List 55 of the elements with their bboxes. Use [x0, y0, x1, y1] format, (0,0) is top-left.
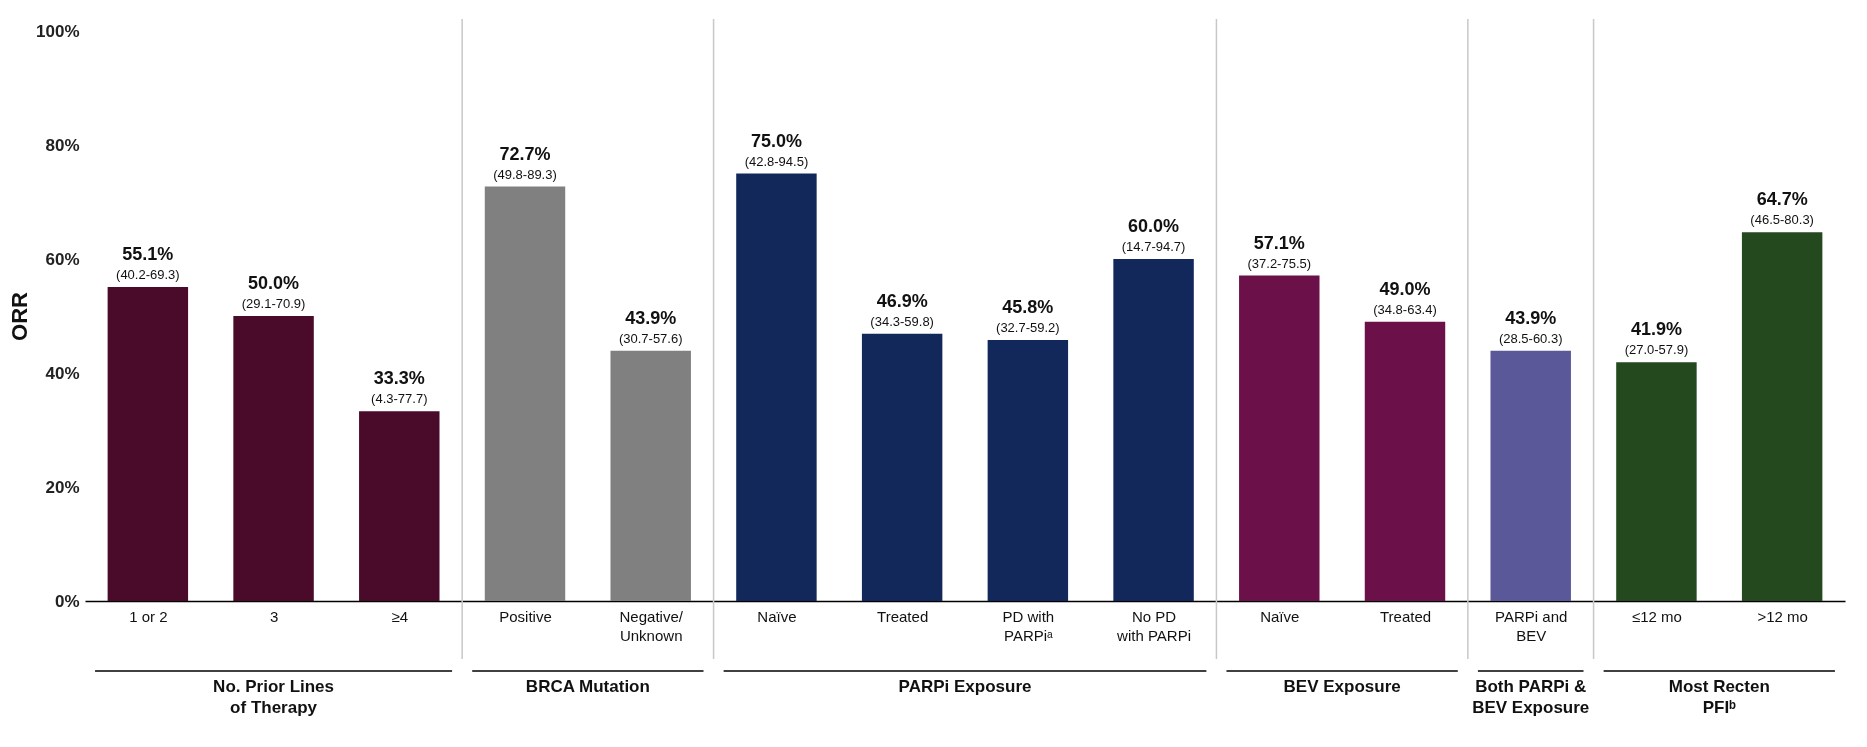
- bar: [987, 339, 1069, 601]
- bar: [1741, 232, 1823, 601]
- x-tick-label: ≥4: [391, 607, 409, 625]
- bar: [233, 316, 314, 601]
- text: 33.3% (4.3-77.7): [371, 368, 428, 407]
- y-tick-label: 80%: [45, 135, 80, 155]
- text: Most Recten PFIᵇ: [1668, 677, 1770, 717]
- x-tick-label: PARPi and BEV: [1495, 607, 1568, 644]
- text: 60.0% (14.7-94.7): [1121, 216, 1186, 254]
- y-tick-label: 0%: [54, 591, 80, 611]
- bar: [861, 333, 943, 601]
- y-tick-label: 100%: [36, 21, 80, 41]
- x-tick-label: 3: [269, 607, 279, 625]
- y-tick-label: 40%: [45, 363, 80, 383]
- text: BEV Exposure: [1283, 677, 1401, 696]
- bar: [1616, 362, 1697, 601]
- bar: [1239, 275, 1320, 601]
- text: 57.1% (37.2-75.5): [1247, 232, 1312, 271]
- text: 72.7% (49.8-89.3): [493, 143, 557, 182]
- y-tick-label: 60%: [45, 249, 80, 269]
- text: 64.7% (46.5-80.3): [1750, 189, 1814, 228]
- text: 75.0% (42.8-94.5): [744, 130, 809, 169]
- bar: [1490, 350, 1571, 601]
- bar: [484, 186, 566, 601]
- x-tick-label: PD with PARPiᵃ: [1002, 607, 1055, 644]
- x-tick-label: Negative/ Unknown: [619, 607, 684, 644]
- x-tick-label: 1 or 2: [129, 607, 168, 625]
- text: 43.9% (30.7-57.6): [618, 307, 683, 346]
- x-tick-label: >12 mo: [1757, 607, 1808, 625]
- x-tick-label: Naïve: [757, 607, 797, 625]
- text: 49.0% (34.8-63.4): [1373, 278, 1437, 317]
- text: BRCA Mutation: [525, 677, 650, 696]
- text: 50.0% (29.1-70.9): [241, 273, 306, 311]
- x-tick-label: Naïve: [1260, 607, 1300, 625]
- text: 46.9% (34.3-59.8): [870, 290, 934, 329]
- x-tick-label: Treated: [1379, 607, 1432, 625]
- y-tick-label: 20%: [45, 477, 80, 497]
- x-tick-label: No PD with PARPi: [1116, 607, 1192, 644]
- text: 55.1% (40.2-69.3): [116, 243, 180, 282]
- x-tick-label: Positive: [499, 607, 552, 625]
- bar: [107, 286, 189, 601]
- text: No. Prior Lines of Therapy: [213, 677, 335, 717]
- x-tick-label: Treated: [877, 607, 929, 625]
- bar: [1113, 259, 1194, 601]
- x-tick-label: ≤12 mo: [1631, 607, 1682, 625]
- bar: [1364, 321, 1446, 601]
- bar: [610, 350, 691, 601]
- text: 43.9% (28.5-60.3): [1498, 307, 1563, 346]
- text: Both PARPi & BEV Exposure: [1472, 677, 1590, 717]
- text: PARPi Exposure: [898, 677, 1032, 696]
- text: 45.8% (32.7-59.2): [996, 296, 1060, 335]
- bar: [736, 173, 817, 601]
- text: 41.9% (27.0-57.9): [1624, 319, 1689, 358]
- bar: [359, 411, 440, 601]
- y-axis-title: ORR: [7, 291, 33, 341]
